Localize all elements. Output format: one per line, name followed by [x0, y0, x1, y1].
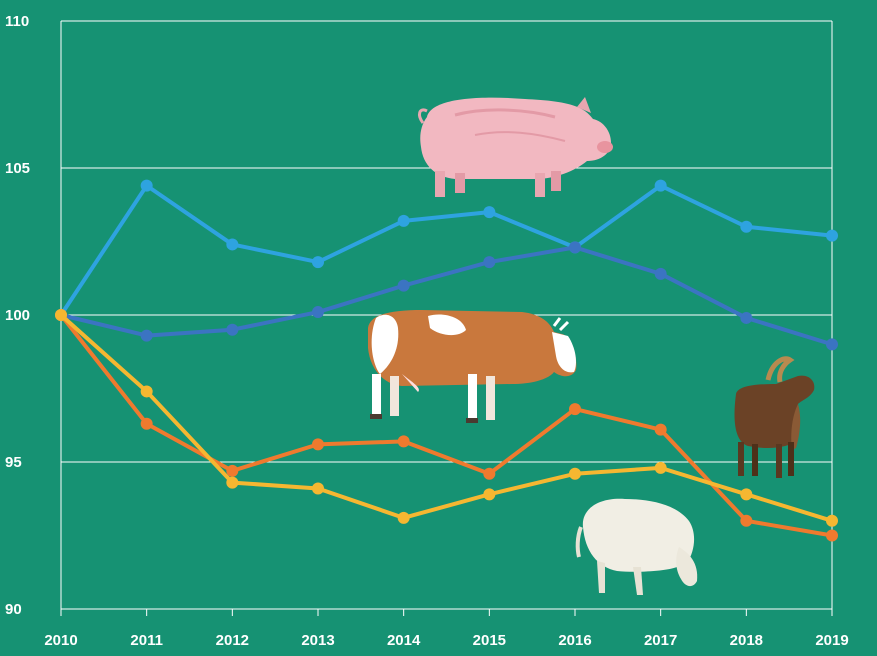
- series-line: [60, 245, 833, 347]
- data-point: [55, 309, 67, 321]
- series-sheep: [55, 309, 838, 527]
- data-point: [740, 311, 753, 324]
- x-tick-label: 2010: [44, 632, 77, 649]
- data-point: [569, 403, 581, 416]
- data-point: [740, 488, 753, 501]
- x-tick-label: 2014: [387, 632, 421, 649]
- data-point: [397, 435, 410, 448]
- pig-icon: [418, 97, 613, 197]
- data-point: [654, 423, 667, 436]
- series-line: [59, 313, 833, 538]
- series-goat: [55, 309, 838, 542]
- series-line: [59, 183, 833, 317]
- data-point: [654, 267, 667, 280]
- x-tick-label: 2013: [301, 632, 334, 649]
- data-point: [140, 179, 153, 192]
- goat-icon: [734, 356, 815, 478]
- y-tick-label: 110: [5, 13, 29, 30]
- x-tick-label: 2017: [644, 632, 677, 649]
- data-point: [826, 529, 838, 542]
- data-point: [654, 179, 667, 192]
- data-point: [397, 214, 410, 227]
- x-tick-label: 2015: [473, 632, 506, 649]
- data-point: [140, 417, 153, 430]
- data-point: [740, 514, 753, 527]
- data-point: [826, 338, 838, 351]
- sheep-icon: [575, 498, 698, 595]
- x-tick-label: 2016: [558, 632, 591, 649]
- x-tick-label: 2019: [815, 632, 848, 649]
- data-point: [569, 467, 581, 480]
- data-point: [483, 206, 496, 219]
- data-point: [226, 476, 239, 489]
- data-point: [483, 488, 496, 501]
- data-point: [826, 229, 838, 242]
- series-cow: [55, 241, 838, 351]
- data-point: [140, 385, 153, 398]
- data-point: [312, 306, 324, 319]
- data-point: [740, 220, 753, 233]
- y-tick-label: 90: [5, 601, 22, 618]
- data-point: [312, 438, 324, 451]
- series-pig: [55, 179, 838, 321]
- x-tick-label: 2012: [216, 632, 249, 649]
- data-point: [397, 511, 410, 524]
- x-axis: 2010 2011 2012 2013 2014 2015 2016 2017 2018 2019: [44, 609, 849, 649]
- data-point: [569, 241, 581, 254]
- data-point: [226, 464, 239, 477]
- series-line: [59, 313, 833, 523]
- data-point: [226, 323, 239, 336]
- data-point: [483, 256, 496, 269]
- x-tick-label: 2011: [130, 632, 163, 649]
- series-lines: [55, 179, 838, 542]
- data-point: [312, 482, 324, 495]
- data-point: [312, 256, 324, 269]
- data-point: [654, 461, 667, 474]
- data-point: [397, 279, 410, 292]
- y-tick-label: 95: [5, 454, 22, 471]
- cow-icon: [368, 310, 577, 423]
- y-axis: 90 95 100 105 110: [5, 13, 30, 618]
- x-tick-label: 2018: [730, 632, 763, 649]
- y-tick-label: 105: [5, 160, 30, 177]
- data-point: [226, 238, 239, 251]
- data-point: [483, 467, 496, 480]
- data-point: [140, 329, 153, 342]
- data-point: [826, 514, 838, 527]
- y-tick-label: 100: [5, 307, 30, 324]
